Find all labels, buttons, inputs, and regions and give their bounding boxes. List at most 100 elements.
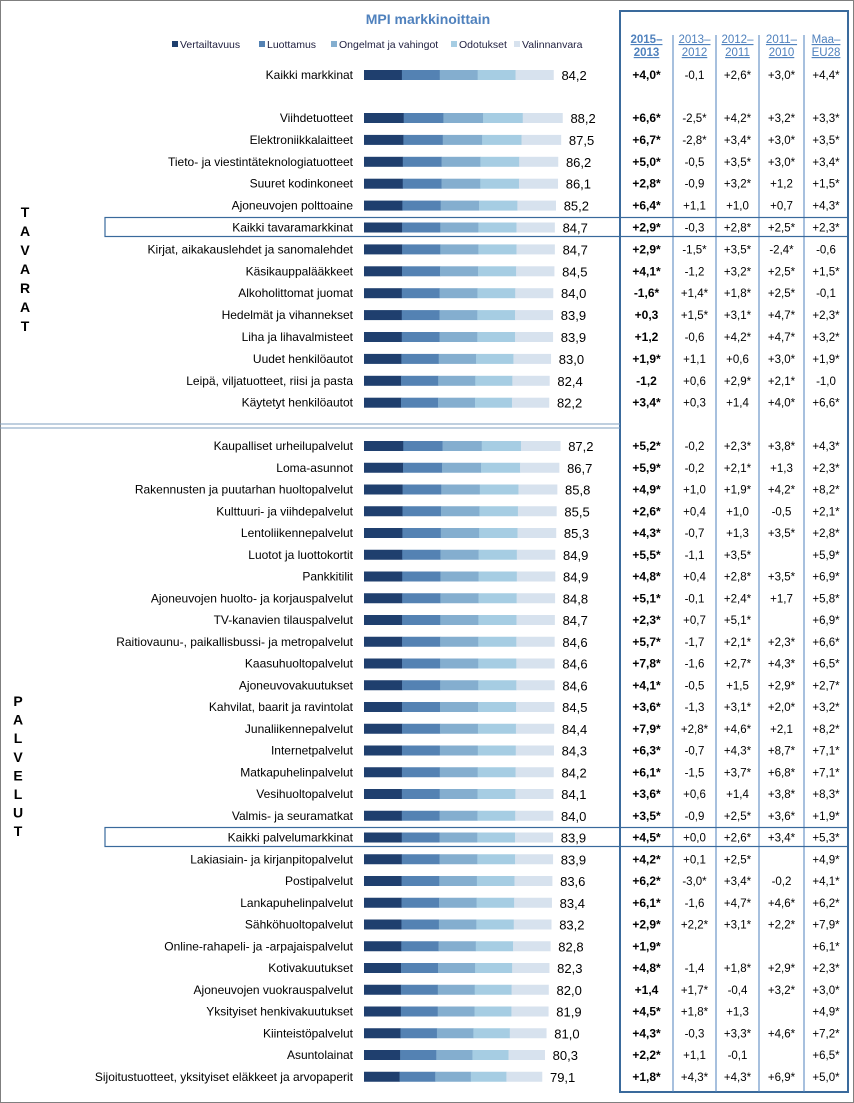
bar-segment bbox=[440, 615, 479, 625]
row-label: Kaupalliset urheilupalvelut bbox=[214, 439, 354, 453]
section-letter: L bbox=[14, 786, 23, 802]
change-cell: +4,6* bbox=[724, 724, 752, 736]
change-cell: +1,0 bbox=[726, 506, 749, 518]
bar-segment bbox=[476, 897, 515, 908]
change-cell: -0,5 bbox=[685, 157, 705, 169]
bar-segment bbox=[476, 353, 514, 364]
change-cell: +2,3* bbox=[812, 223, 840, 235]
bar-segment bbox=[478, 593, 517, 604]
change-cell: +0,7 bbox=[683, 615, 706, 627]
change-cell: +2,9* bbox=[632, 242, 661, 256]
bar-segment bbox=[515, 310, 554, 321]
change-cell: +2,2* bbox=[632, 1048, 661, 1062]
change-cell: +2,5* bbox=[768, 266, 796, 278]
bar-segment bbox=[364, 745, 403, 756]
change-cell: +4,3* bbox=[632, 1026, 661, 1040]
bar-segment bbox=[440, 702, 479, 712]
bar-segment bbox=[516, 571, 556, 582]
change-cell: +1,4 bbox=[635, 983, 659, 997]
bar-segment bbox=[481, 462, 521, 473]
score-label: 84,6 bbox=[562, 657, 587, 672]
change-cell: +0,4 bbox=[683, 572, 706, 584]
change-cell: +0,4 bbox=[683, 506, 706, 518]
bar-segment bbox=[400, 1050, 437, 1060]
bar-segment bbox=[436, 1028, 474, 1039]
change-cell: +1,5* bbox=[812, 266, 840, 278]
bar-segment bbox=[477, 723, 517, 734]
change-cell: +4,3* bbox=[632, 526, 661, 540]
change-cell: +5,7* bbox=[632, 635, 661, 649]
change-cell: +4,7* bbox=[724, 898, 752, 910]
change-cell: +3,5* bbox=[724, 157, 752, 169]
row-label: Alkoholittomat juomat bbox=[238, 286, 353, 300]
bar-segment bbox=[437, 984, 475, 995]
score-label: 84,1 bbox=[561, 787, 586, 802]
bar-segment bbox=[364, 113, 404, 123]
bar-segment bbox=[515, 854, 554, 865]
change-cell: +3,0* bbox=[768, 157, 796, 169]
score-label: 84,7 bbox=[563, 221, 588, 236]
change-cell: +1,8* bbox=[724, 963, 752, 975]
bar-segment bbox=[402, 636, 441, 647]
change-cell: +5,1* bbox=[724, 615, 752, 627]
bar-segment bbox=[440, 244, 479, 255]
bar-segment bbox=[401, 723, 441, 734]
change-cell: +4,7* bbox=[768, 332, 796, 344]
bar-segment bbox=[442, 441, 483, 451]
bar-segment bbox=[511, 397, 550, 408]
change-cell: +1,3 bbox=[726, 1007, 749, 1019]
column-header: 2011– bbox=[766, 34, 798, 46]
change-cell: +2,3* bbox=[632, 613, 661, 627]
bar-segment bbox=[401, 854, 440, 865]
change-cell: +3,8* bbox=[768, 789, 796, 801]
bar-segment bbox=[402, 156, 442, 167]
bar-segment bbox=[516, 636, 555, 647]
row-label: Kaikki palvelumarkkinat bbox=[228, 831, 354, 845]
change-cell: +6,1* bbox=[632, 896, 661, 910]
change-cell: +4,3* bbox=[812, 441, 840, 453]
change-cell: -0,4 bbox=[728, 985, 748, 997]
bar-segment bbox=[364, 810, 403, 821]
change-cell: +3,5* bbox=[724, 244, 752, 256]
change-cell: +6,8* bbox=[768, 767, 796, 779]
change-cell: +3,3* bbox=[724, 1028, 752, 1040]
bar-segment bbox=[439, 897, 477, 908]
change-cell: +3,6* bbox=[632, 787, 661, 801]
bar-segment bbox=[364, 549, 403, 560]
bar-segment bbox=[440, 506, 480, 517]
row-label: Kulttuuri- ja viihdepalvelut bbox=[216, 504, 353, 518]
bar-segment bbox=[401, 897, 440, 908]
change-cell: -1,6 bbox=[685, 659, 705, 671]
change-cell: +6,7* bbox=[632, 133, 661, 147]
highlight-row-box bbox=[104, 216, 849, 238]
change-cell: +1,8* bbox=[681, 1007, 709, 1019]
bar-segment bbox=[364, 832, 403, 843]
change-cell: +1,4 bbox=[726, 398, 749, 410]
bar-segment bbox=[364, 528, 403, 538]
change-cell: +3,7* bbox=[724, 767, 752, 779]
score-label: 85,2 bbox=[564, 199, 589, 214]
bar-segment bbox=[520, 441, 561, 451]
bar-segment bbox=[439, 723, 479, 734]
bar-segment bbox=[402, 200, 441, 211]
change-cell: +1,8* bbox=[632, 1070, 661, 1084]
bar-segment bbox=[517, 506, 557, 517]
legend-label: Valinnanvara bbox=[522, 39, 583, 51]
section-letter: A bbox=[20, 299, 30, 315]
bar-segment bbox=[440, 593, 479, 604]
bar-segment bbox=[402, 658, 441, 669]
change-cell: +3,2* bbox=[768, 985, 796, 997]
score-label: 86,1 bbox=[566, 177, 591, 192]
bar-segment bbox=[401, 963, 439, 973]
change-cell: -0,5 bbox=[685, 680, 705, 692]
change-cell: -0,3 bbox=[685, 223, 705, 235]
change-cell: -1,1 bbox=[685, 550, 705, 562]
change-cell: +3,4* bbox=[812, 157, 840, 169]
score-label: 84,6 bbox=[562, 678, 587, 693]
change-cell: +3,8* bbox=[768, 441, 796, 453]
change-cell: +2,4* bbox=[724, 593, 752, 605]
change-cell: +2,9* bbox=[768, 963, 796, 975]
bar-segment bbox=[401, 332, 440, 342]
bar-segment bbox=[478, 680, 517, 691]
